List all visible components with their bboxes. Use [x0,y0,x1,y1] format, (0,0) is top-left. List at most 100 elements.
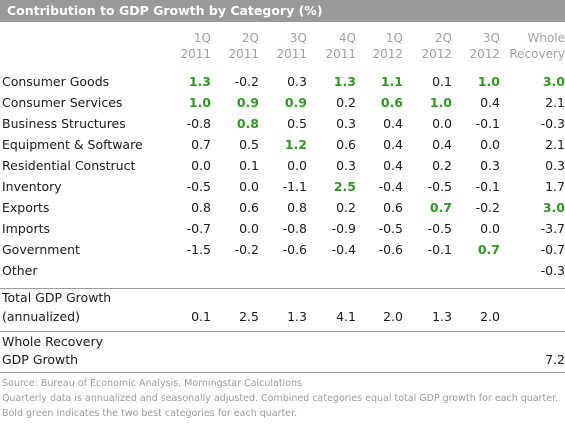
value-cell: -0.2 [234,242,259,257]
column-header: 2Q 2011 [228,31,259,61]
value-cell: -0.7 [186,221,211,236]
value-cell: -0.1 [475,116,500,131]
value-cell: 0.4 [383,158,403,173]
value-cell: 0.0 [239,179,259,194]
value-cell: 3.0 [542,200,565,215]
value-cell: 0.6 [239,200,259,215]
value-cell: 0.3 [480,158,500,173]
value-cell: 0.9 [284,95,307,110]
divider-recovery [0,331,565,332]
value-cell: 2.5 [239,309,259,324]
value-cell: 0.1 [239,158,259,173]
value-cell: 0.3 [545,158,565,173]
row-label: Government [2,242,80,257]
value-cell: 0.5 [239,137,259,152]
value-cell: 0.4 [432,137,452,152]
value-cell: -0.5 [427,221,452,236]
value-cell: -0.8 [186,116,211,131]
value-cell: 2.0 [383,309,403,324]
value-cell: -0.5 [378,221,403,236]
value-cell: 2.5 [333,179,356,194]
value-cell: 1.7 [545,179,565,194]
table-title: Contribution to GDP Growth by Category (… [0,0,565,22]
row-label: Whole Recovery [2,334,104,349]
value-cell: 0.8 [287,200,307,215]
value-cell: -0.6 [378,242,403,257]
value-cell: 0.0 [191,158,211,173]
column-header: 3Q 2011 [276,31,307,61]
value-cell: 1.2 [284,137,307,152]
value-cell: 2.1 [545,137,565,152]
value-cell: 0.0 [480,221,500,236]
value-cell: 1.0 [188,95,211,110]
value-cell: 1.3 [432,309,452,324]
value-cell: -0.5 [186,179,211,194]
value-cell: 1.3 [188,74,211,89]
value-cell: 1.0 [477,74,500,89]
column-header: 2Q 2012 [421,31,452,61]
value-cell: 1.3 [287,309,307,324]
value-cell: -0.8 [282,221,307,236]
row-label: Equipment & Software [2,137,143,152]
value-cell: -0.4 [331,242,356,257]
value-cell: 1.3 [333,74,356,89]
value-cell: -0.1 [427,242,452,257]
value-cell: 0.8 [191,200,211,215]
column-header: 1Q 2012 [372,31,403,61]
value-cell: 3.0 [542,74,565,89]
row-label: Exports [2,200,50,215]
value-cell: 2.1 [545,95,565,110]
value-cell: 0.0 [287,158,307,173]
row-label: Business Structures [2,116,126,131]
value-cell: 0.5 [287,116,307,131]
row-label: Other [2,263,38,278]
footnote-line: Source: Bureau of Economic Analysis, Mor… [2,378,302,389]
value-cell: 0.3 [287,74,307,89]
value-cell: 0.3 [336,116,356,131]
value-cell: -1.5 [186,242,211,257]
value-cell: -0.4 [378,179,403,194]
value-cell: -0.2 [475,200,500,215]
column-header: 4Q 2011 [325,31,356,61]
value-cell: -0.7 [540,242,565,257]
value-cell: 0.4 [480,95,500,110]
value-cell: 0.8 [236,116,259,131]
divider-total [0,288,565,289]
value-cell: 0.1 [432,74,452,89]
value-cell: 0.6 [380,95,403,110]
value-cell: -0.3 [540,116,565,131]
value-cell: 0.4 [383,116,403,131]
value-cell: -3.7 [540,221,565,236]
footnote-line: Quarterly data is annualized and seasona… [2,393,559,404]
value-cell: 0.0 [480,137,500,152]
value-cell: 0.3 [336,158,356,173]
value-cell: 1.1 [380,74,403,89]
row-label: Total GDP Growth [2,290,112,305]
value-cell: 0.7 [477,242,500,257]
value-cell: 0.2 [336,200,356,215]
footnote-line: Bold green indicates the two best catego… [2,408,298,419]
value-cell: -0.2 [234,74,259,89]
value-cell: -1.1 [282,179,307,194]
column-header: 1Q 2011 [180,31,211,61]
row-label: Residential Construct [2,158,136,173]
value-cell: 0.2 [432,158,452,173]
row-label: Consumer Goods [2,74,110,89]
column-header: Whole Recovery [509,31,565,61]
value-cell: -0.3 [540,263,565,278]
value-cell: 0.4 [383,137,403,152]
value-cell: 4.1 [336,309,356,324]
row-label: Consumer Services [2,95,123,110]
value-cell: -0.1 [475,179,500,194]
value-cell: 0.9 [236,95,259,110]
value-cell: -0.5 [427,179,452,194]
value-cell: 0.2 [336,95,356,110]
value-cell: 0.0 [239,221,259,236]
value-cell: 0.0 [432,116,452,131]
row-label: GDP Growth [2,352,79,367]
row-label: (annualized) [2,309,80,324]
value-cell: -0.6 [282,242,307,257]
column-header: 3Q 2012 [469,31,500,61]
value-cell: 0.6 [336,137,356,152]
